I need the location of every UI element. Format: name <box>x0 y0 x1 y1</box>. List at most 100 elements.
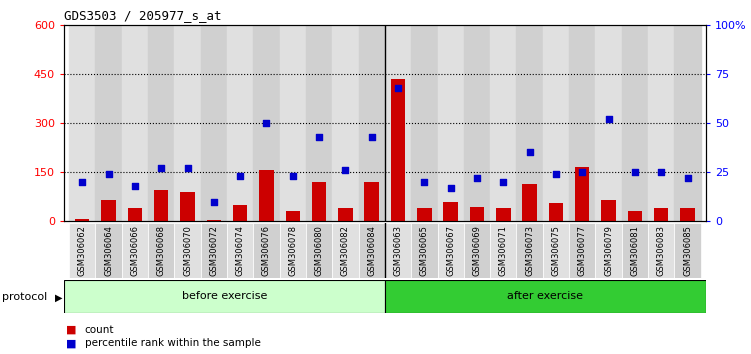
Bar <box>602 200 616 221</box>
Point <box>523 150 535 155</box>
Bar <box>148 223 174 278</box>
Bar <box>470 206 484 221</box>
Point <box>155 165 167 171</box>
Text: ■: ■ <box>66 338 77 348</box>
Bar <box>358 25 385 221</box>
Bar <box>549 203 563 221</box>
Bar <box>674 223 701 278</box>
Bar <box>332 25 358 221</box>
Bar <box>128 208 142 221</box>
Bar <box>207 219 221 221</box>
Bar <box>517 223 543 278</box>
Bar <box>279 25 306 221</box>
Bar <box>122 25 148 221</box>
Text: protocol: protocol <box>2 292 47 302</box>
Bar <box>148 25 174 221</box>
Text: GSM306069: GSM306069 <box>472 225 481 275</box>
Bar <box>75 219 89 221</box>
Text: GSM306080: GSM306080 <box>315 225 324 275</box>
Bar <box>412 223 438 278</box>
Bar <box>385 25 412 221</box>
Bar <box>523 184 537 221</box>
Text: GSM306062: GSM306062 <box>78 225 87 275</box>
Point <box>497 179 509 185</box>
Bar <box>227 223 253 278</box>
Bar <box>648 223 674 278</box>
Bar <box>259 171 273 221</box>
Point <box>550 171 562 177</box>
Point <box>103 171 115 177</box>
Bar <box>95 223 122 278</box>
Point <box>234 173 246 179</box>
Bar <box>648 25 674 221</box>
Bar <box>233 205 247 221</box>
Bar <box>201 223 227 278</box>
Bar <box>490 25 517 221</box>
Bar <box>569 25 596 221</box>
Text: ▶: ▶ <box>55 292 62 302</box>
Bar <box>496 208 511 221</box>
Bar <box>654 208 668 221</box>
Text: GSM306079: GSM306079 <box>604 225 613 275</box>
Point <box>77 179 89 185</box>
Point <box>392 85 404 91</box>
Text: GSM306066: GSM306066 <box>131 225 140 276</box>
Bar <box>490 223 517 278</box>
Bar <box>338 208 353 221</box>
Point <box>287 173 299 179</box>
Text: GSM306082: GSM306082 <box>341 225 350 275</box>
Text: GSM306071: GSM306071 <box>499 225 508 275</box>
Point <box>208 199 220 205</box>
Bar <box>596 25 622 221</box>
Bar <box>201 25 227 221</box>
Bar <box>306 223 332 278</box>
Text: GSM306076: GSM306076 <box>262 225 271 276</box>
Bar <box>543 25 569 221</box>
Text: GSM306081: GSM306081 <box>630 225 639 275</box>
Text: GSM306078: GSM306078 <box>288 225 297 276</box>
Bar <box>438 223 464 278</box>
Bar <box>622 25 648 221</box>
Text: GSM306065: GSM306065 <box>420 225 429 275</box>
Text: count: count <box>85 325 114 335</box>
Text: percentile rank within the sample: percentile rank within the sample <box>85 338 261 348</box>
Bar <box>438 25 464 221</box>
Bar <box>417 208 432 221</box>
Point <box>182 165 194 171</box>
Bar <box>101 200 116 221</box>
Point <box>471 175 483 181</box>
Text: GSM306074: GSM306074 <box>236 225 245 275</box>
Bar <box>569 223 596 278</box>
Point <box>576 169 588 175</box>
Text: GSM306083: GSM306083 <box>656 225 665 276</box>
Text: GSM306073: GSM306073 <box>525 225 534 276</box>
Bar <box>358 223 385 278</box>
Text: before exercise: before exercise <box>182 291 267 302</box>
Bar <box>122 223 148 278</box>
Bar <box>385 223 412 278</box>
Bar <box>64 280 385 313</box>
Point <box>445 185 457 191</box>
Bar <box>412 25 438 221</box>
Text: after exercise: after exercise <box>508 291 584 302</box>
Bar <box>543 223 569 278</box>
Bar <box>253 223 279 278</box>
Bar <box>174 223 201 278</box>
Text: GSM306075: GSM306075 <box>551 225 560 275</box>
Bar <box>227 25 253 221</box>
Bar <box>596 223 622 278</box>
Bar <box>385 280 706 313</box>
Bar <box>95 25 122 221</box>
Text: GDS3503 / 205977_s_at: GDS3503 / 205977_s_at <box>64 9 222 22</box>
Bar <box>306 25 332 221</box>
Text: GSM306070: GSM306070 <box>183 225 192 275</box>
Bar <box>575 167 590 221</box>
Text: GSM306072: GSM306072 <box>210 225 219 275</box>
Point <box>261 120 273 126</box>
Text: GSM306084: GSM306084 <box>367 225 376 275</box>
Text: GSM306068: GSM306068 <box>157 225 166 276</box>
Point <box>339 167 351 173</box>
Bar <box>312 182 327 221</box>
Bar <box>622 223 648 278</box>
Text: GSM306085: GSM306085 <box>683 225 692 275</box>
